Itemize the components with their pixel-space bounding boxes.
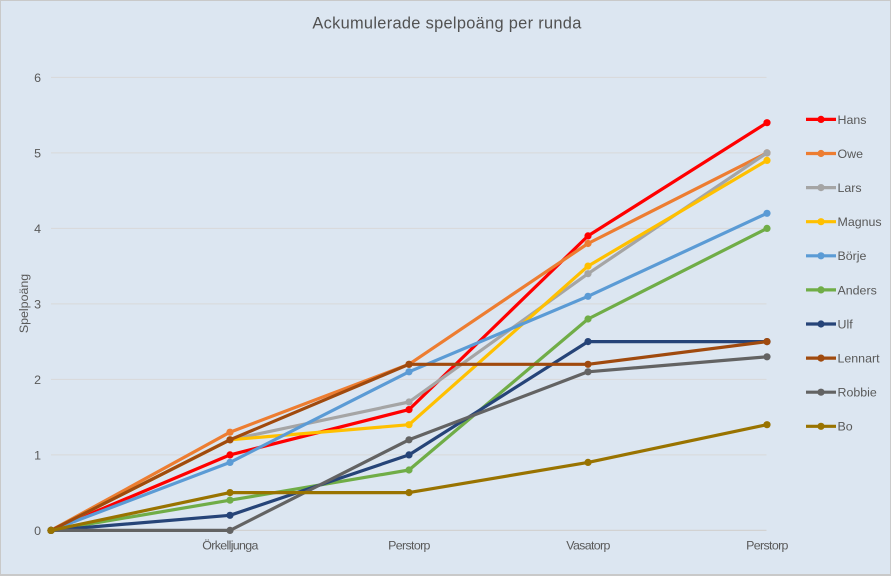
svg-text:Robbie: Robbie <box>838 386 877 400</box>
svg-text:Anders: Anders <box>838 283 877 297</box>
svg-text:Ulf: Ulf <box>838 317 854 331</box>
svg-text:Bo: Bo <box>838 420 853 434</box>
svg-text:Lennart: Lennart <box>838 352 881 366</box>
svg-text:4: 4 <box>34 222 41 236</box>
svg-text:Ackumulerade spelpoäng per run: Ackumulerade spelpoäng per runda <box>312 14 582 32</box>
svg-text:Börje: Börje <box>838 249 867 263</box>
svg-text:Lars: Lars <box>838 181 862 195</box>
svg-text:3: 3 <box>34 297 41 311</box>
svg-text:5: 5 <box>34 146 41 160</box>
svg-text:6: 6 <box>34 71 41 85</box>
svg-text:Magnus: Magnus <box>838 215 882 229</box>
svg-text:Perstorp: Perstorp <box>746 539 788 553</box>
svg-text:0: 0 <box>34 524 41 538</box>
svg-text:Perstorp: Perstorp <box>388 539 430 553</box>
svg-text:1: 1 <box>34 448 41 462</box>
svg-text:Hans: Hans <box>838 113 867 127</box>
svg-text:Örkelljunga: Örkelljunga <box>202 539 258 553</box>
svg-text:Vasatorp: Vasatorp <box>566 539 610 553</box>
svg-text:Owe: Owe <box>838 147 864 161</box>
svg-text:2: 2 <box>34 373 41 387</box>
svg-text:Spelpoäng: Spelpoäng <box>17 274 31 333</box>
